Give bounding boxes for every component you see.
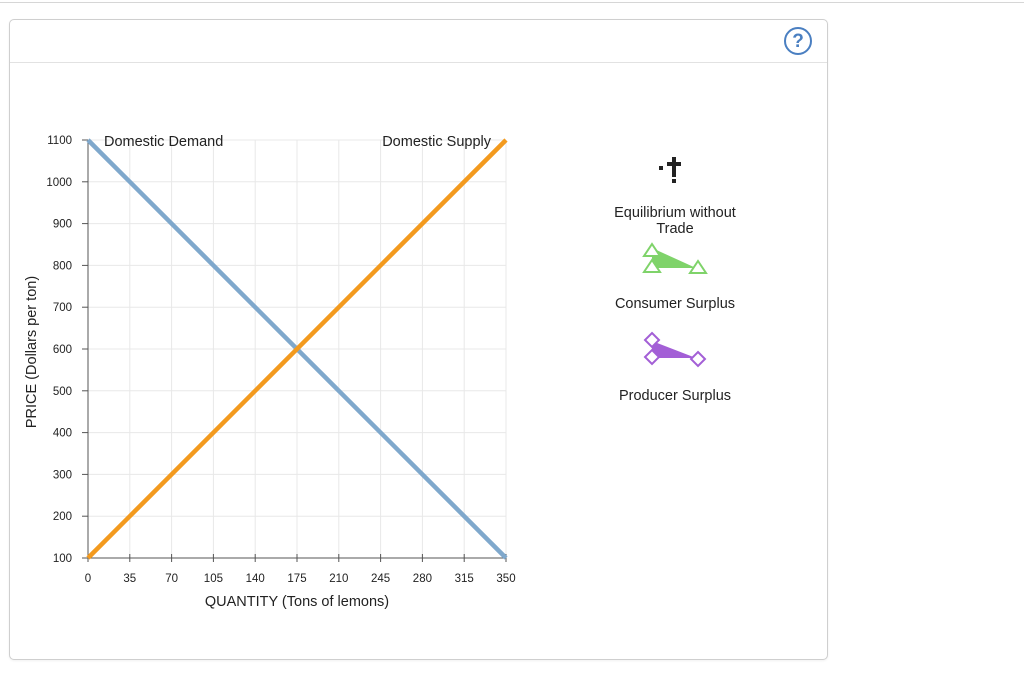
chart-labels: Domestic Demand Domestic Supply QUANTITY (… [24, 134, 492, 610]
consumer-surplus-tool[interactable] [640, 240, 712, 276]
y-axis-title: PRICE (Dollars per ton) [24, 276, 40, 428]
series-label-supply: Domestic Supply [382, 134, 492, 150]
x-tick-label: 245 [371, 573, 390, 585]
y-tick-label: 1100 [47, 135, 72, 147]
chart-ticks: 100 200 300 400 500 600 700 800 900 1000 1100 0 35 70… [46, 135, 515, 585]
x-tick-label: 0 [85, 573, 91, 585]
y-tick-label: 500 [53, 386, 72, 398]
x-tick-label: 105 [204, 573, 223, 585]
y-tick-label: 1000 [46, 177, 72, 189]
purple-diamond-icon [643, 331, 707, 368]
x-tick-label: 315 [455, 573, 474, 585]
producer-surplus-tool[interactable] [640, 331, 712, 371]
top-divider [0, 2, 1024, 3]
x-axis-title: QUANTITY (Tons of lemons) [205, 594, 389, 610]
y-tick-label: 100 [53, 553, 72, 565]
series-label-demand: Domestic Demand [104, 134, 223, 150]
chart-series [86, 138, 508, 560]
x-tick-label: 175 [287, 573, 306, 585]
x-tick-label: 350 [496, 573, 515, 585]
chart-grid [87, 139, 507, 559]
x-tick-label: 70 [165, 573, 178, 585]
x-tick-label: 140 [246, 573, 265, 585]
x-tick-label: 280 [413, 573, 432, 585]
series-line-supply [86, 138, 508, 560]
help-button[interactable]: ? [784, 27, 812, 55]
y-tick-label: 800 [53, 260, 72, 272]
panel-header-divider [10, 62, 827, 63]
y-tick-label: 400 [53, 428, 72, 440]
producer-surplus-label: Producer Surplus [618, 388, 732, 404]
equilibrium-tool[interactable] [655, 157, 695, 185]
x-tick-label: 210 [329, 573, 348, 585]
equilibrium-label: Equilibrium without Trade [614, 205, 736, 237]
y-tick-label: 900 [53, 219, 72, 231]
y-tick-label: 200 [53, 511, 72, 523]
graph-panel [9, 19, 828, 660]
y-tick-label: 600 [53, 344, 72, 356]
help-icon: ? [792, 30, 804, 52]
x-tick-label: 35 [123, 573, 136, 585]
y-tick-label: 700 [53, 302, 72, 314]
consumer-surplus-label: Consumer Surplus [614, 296, 736, 312]
y-tick-label: 300 [53, 469, 72, 481]
equilibrium-cross-icon [659, 157, 681, 183]
green-triangle-icon [642, 242, 708, 274]
